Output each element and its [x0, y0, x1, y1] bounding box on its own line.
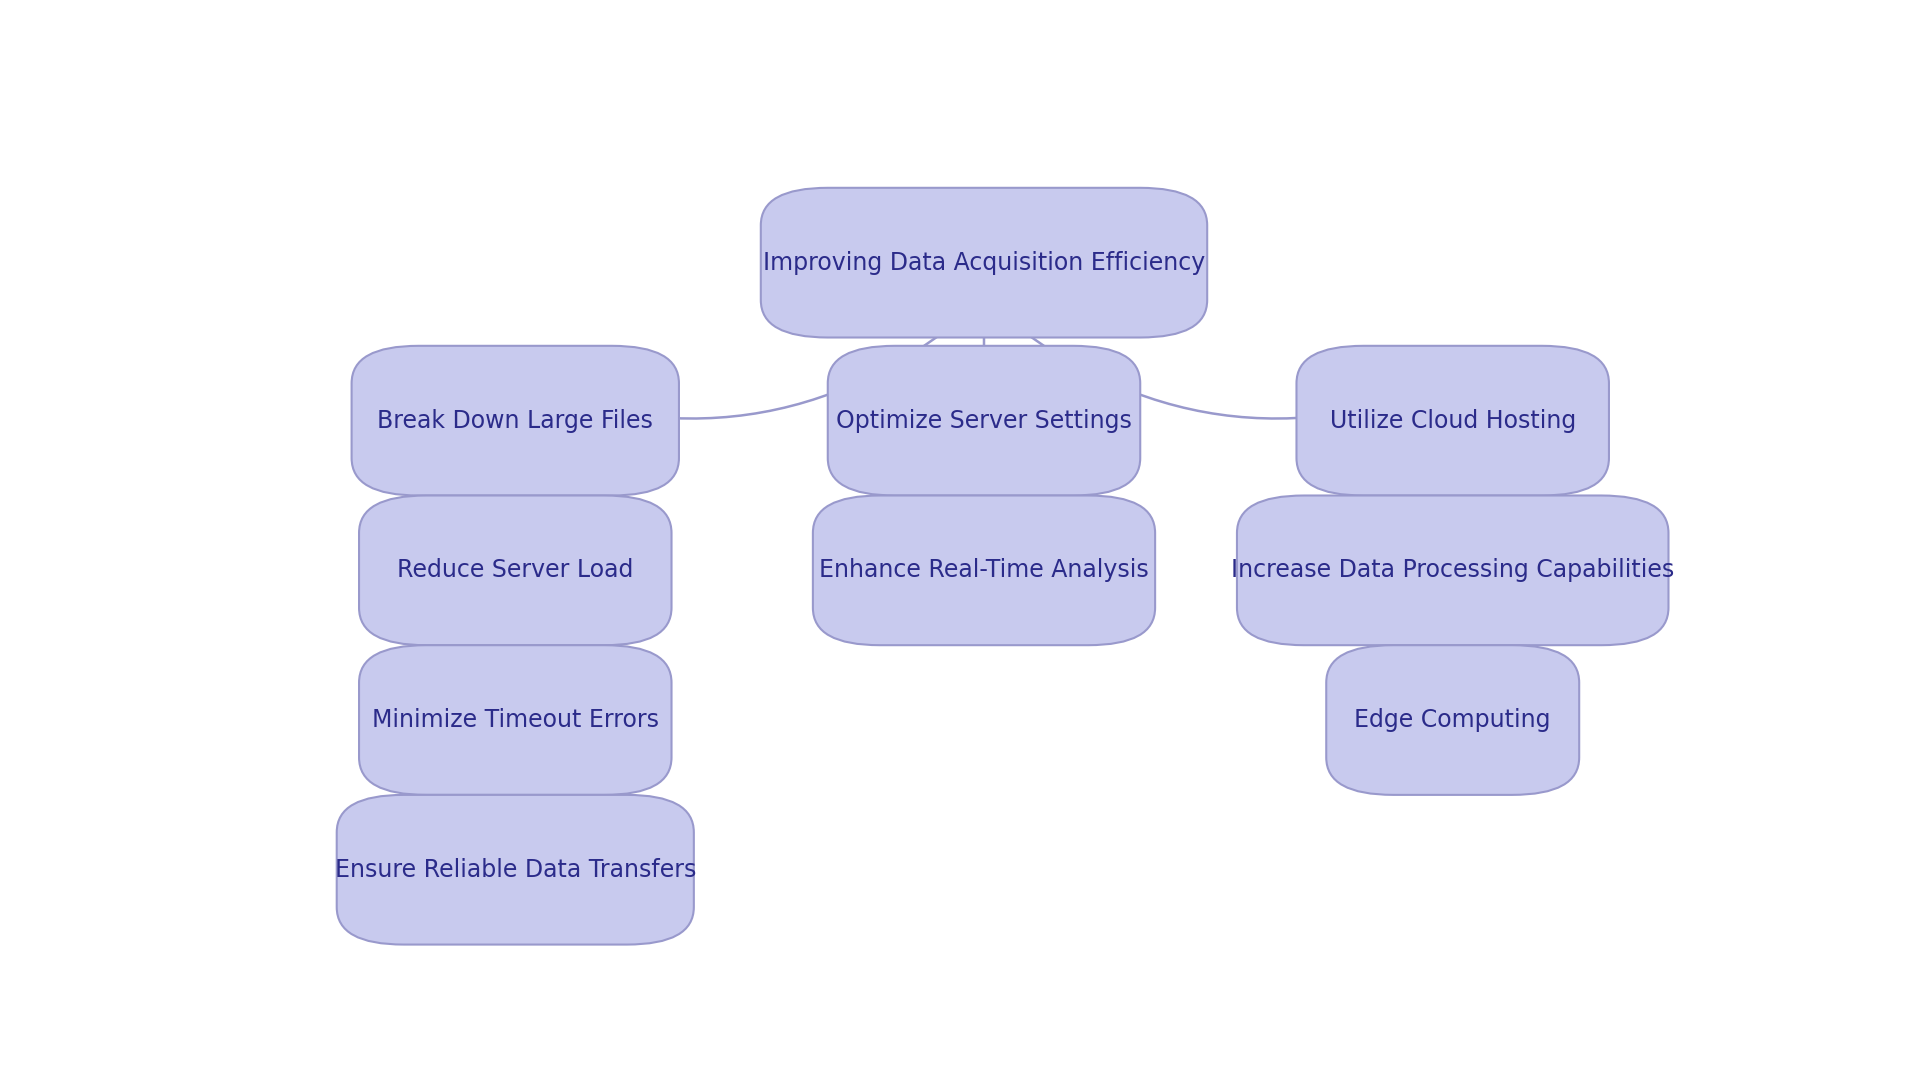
- Text: Ensure Reliable Data Transfers: Ensure Reliable Data Transfers: [334, 858, 695, 881]
- FancyBboxPatch shape: [359, 645, 672, 795]
- Text: Optimize Server Settings: Optimize Server Settings: [835, 408, 1133, 433]
- Text: Break Down Large Files: Break Down Large Files: [378, 408, 653, 433]
- Text: Improving Data Acquisition Efficiency: Improving Data Acquisition Efficiency: [762, 251, 1206, 274]
- Text: Minimize Timeout Errors: Minimize Timeout Errors: [372, 708, 659, 732]
- FancyArrowPatch shape: [518, 300, 983, 419]
- Text: Edge Computing: Edge Computing: [1354, 708, 1551, 732]
- Text: Enhance Real-Time Analysis: Enhance Real-Time Analysis: [820, 558, 1148, 582]
- Text: Utilize Cloud Hosting: Utilize Cloud Hosting: [1329, 408, 1576, 433]
- Text: Increase Data Processing Capabilities: Increase Data Processing Capabilities: [1231, 558, 1674, 582]
- FancyBboxPatch shape: [760, 188, 1208, 338]
- FancyArrowPatch shape: [983, 300, 1450, 419]
- FancyBboxPatch shape: [336, 795, 693, 945]
- FancyBboxPatch shape: [351, 346, 680, 496]
- FancyBboxPatch shape: [359, 496, 672, 645]
- FancyBboxPatch shape: [1236, 496, 1668, 645]
- FancyBboxPatch shape: [1327, 645, 1578, 795]
- FancyBboxPatch shape: [1296, 346, 1609, 496]
- FancyBboxPatch shape: [812, 496, 1156, 645]
- FancyBboxPatch shape: [828, 346, 1140, 496]
- Text: Reduce Server Load: Reduce Server Load: [397, 558, 634, 582]
